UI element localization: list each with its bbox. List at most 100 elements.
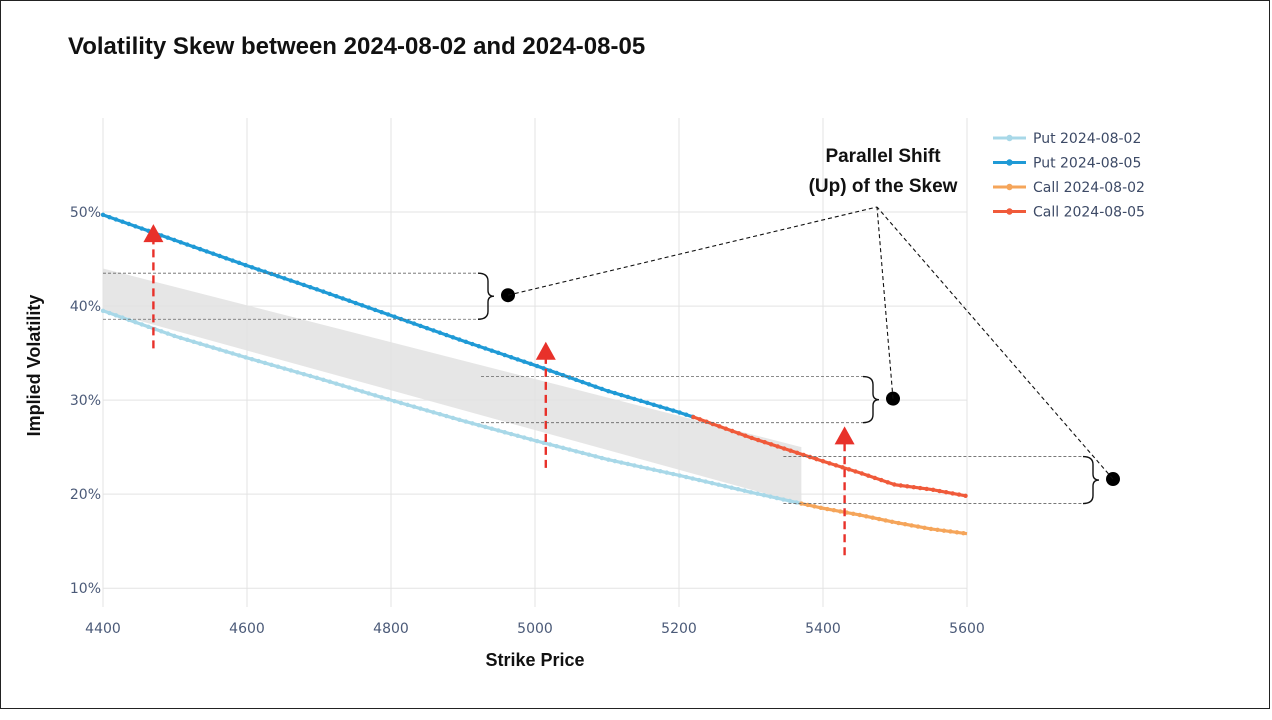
series-point [775, 444, 780, 449]
series-point [340, 383, 345, 388]
series-point [191, 339, 196, 344]
series-point [314, 375, 320, 381]
series-point [918, 485, 923, 491]
series-point [818, 505, 824, 510]
series-point [185, 242, 190, 247]
series-point [872, 475, 878, 481]
series-point [924, 486, 929, 492]
series-point [457, 417, 462, 422]
series-point [690, 476, 695, 481]
x-tick-label: 5400 [805, 621, 841, 637]
series-point [619, 460, 624, 465]
series-point [658, 468, 663, 474]
series-point [709, 480, 715, 486]
series-point [717, 424, 722, 429]
series-point [922, 525, 927, 530]
legend[interactable]: Put 2024-08-02 Put 2024-08-05 Call 2024-08… [993, 131, 1145, 221]
series-point [547, 368, 553, 373]
series-point [243, 355, 248, 360]
series-point [625, 461, 631, 467]
series-point [275, 364, 281, 369]
series-point [632, 463, 637, 468]
series-point [470, 341, 475, 347]
legend-label[interactable]: Call 2024-08-05 [1033, 205, 1145, 221]
series-point [385, 312, 391, 317]
series-point [606, 388, 611, 394]
series-point [424, 325, 430, 331]
series-point [249, 265, 255, 270]
series-point [774, 495, 780, 501]
series-lines [100, 212, 968, 536]
series-point [898, 483, 903, 488]
series-point [586, 382, 592, 387]
series-point [269, 271, 274, 277]
series-point [120, 315, 125, 320]
series-point [457, 337, 462, 342]
series-point [314, 287, 320, 292]
series-point [625, 394, 631, 400]
shift-arrow-head [834, 426, 855, 445]
series-point [489, 426, 494, 431]
y-tick-label: 30% [70, 393, 101, 409]
series-point [853, 469, 858, 474]
series-point [502, 430, 507, 435]
series-point [301, 282, 307, 288]
series-point [838, 509, 843, 514]
x-axis-label: Strike Price [485, 650, 584, 670]
series-point [950, 491, 955, 496]
series-point [347, 385, 352, 390]
series-point [424, 408, 430, 413]
legend-label[interactable]: Put 2024-08-05 [1033, 156, 1141, 172]
series-point [379, 395, 384, 400]
series-point [210, 251, 216, 256]
series-point [864, 514, 869, 519]
series-point [113, 217, 119, 222]
series-point [691, 414, 696, 420]
series-point [515, 433, 520, 439]
series-point [405, 402, 410, 408]
series-point [172, 237, 177, 243]
series-point [743, 433, 748, 438]
series-point [889, 519, 895, 524]
series-point [515, 357, 520, 362]
series-point [645, 400, 650, 406]
annotation-connector [876, 206, 1114, 480]
series-point [463, 339, 469, 345]
series-point [372, 393, 378, 398]
series-point [937, 488, 942, 494]
series-point [321, 289, 326, 294]
legend-swatch-marker [1006, 208, 1013, 215]
series-point [554, 443, 559, 449]
shift-arrows [143, 224, 855, 556]
annotation-text-line: Parallel Shift [825, 146, 941, 167]
series-point [496, 428, 501, 433]
series-point [554, 370, 559, 376]
parallel-shift-annotation: Parallel Shift (Up) of the Skew [809, 146, 958, 197]
series-point [100, 212, 106, 218]
legend-label[interactable]: Call 2024-08-02 [1033, 180, 1145, 196]
series-point [831, 508, 836, 513]
bracket-brace [477, 272, 495, 320]
x-tick-label: 4400 [85, 621, 121, 637]
series-point [534, 363, 540, 369]
series-point [560, 445, 566, 451]
series-point [580, 450, 585, 456]
series-point [651, 467, 656, 472]
y-axis-label: Implied Volatility [24, 295, 44, 437]
series-point [748, 490, 754, 495]
series-point [664, 406, 669, 411]
series-point [353, 387, 358, 392]
series-point [450, 415, 456, 421]
series-point [366, 391, 371, 396]
legend-label[interactable]: Put 2024-08-02 [1033, 131, 1141, 147]
series-point [593, 384, 598, 389]
series-point [909, 523, 914, 528]
series-point [961, 530, 966, 536]
series-point [528, 437, 533, 442]
series-point [671, 408, 676, 413]
series-point [185, 337, 190, 343]
series-point [704, 419, 709, 424]
series-point [340, 296, 345, 301]
series-point [256, 358, 261, 364]
bracket-brace [1082, 455, 1100, 505]
